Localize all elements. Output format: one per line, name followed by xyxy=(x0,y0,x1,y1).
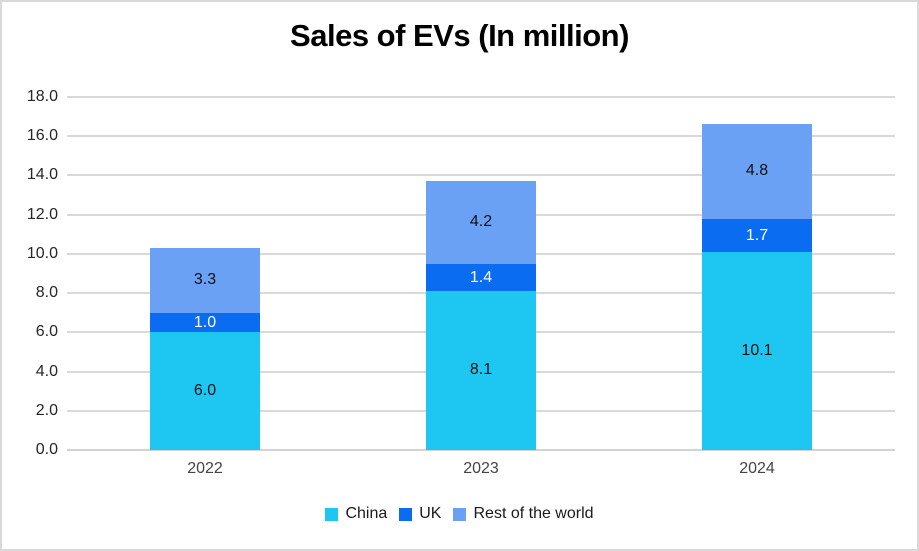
bar-value-label: 3.3 xyxy=(193,271,217,288)
y-tick-label: 0.0 xyxy=(35,441,58,458)
legend-label: Rest of the world xyxy=(473,505,594,522)
plot-area: 6.0 1.0 3.3 8.1 1.4 4.2 10.1 1.7 4.8 xyxy=(67,96,895,451)
x-tick-label: 2023 xyxy=(463,460,499,477)
bar-value-label: 1.4 xyxy=(469,268,493,286)
y-tick-label: 8.0 xyxy=(35,284,58,302)
y-tick-label: 4.0 xyxy=(35,362,58,380)
legend: China UK Rest of the world xyxy=(2,505,917,523)
legend-item: UK xyxy=(399,505,441,523)
bar-value-label: 8.1 xyxy=(469,361,493,379)
bar-segment: 3.3 xyxy=(150,248,260,313)
bar-segment: 1.0 xyxy=(150,312,260,333)
bar-value-label: 4.2 xyxy=(469,213,493,231)
legend-item: China xyxy=(325,505,387,523)
y-tick-label: 14.0 xyxy=(26,166,58,184)
bar-segment: 6.0 xyxy=(150,332,260,450)
legend-swatch-icon xyxy=(325,507,339,521)
y-tick-label: 16.0 xyxy=(26,127,58,145)
y-tick-label: 18.0 xyxy=(26,88,58,105)
y-tick-label: 12.0 xyxy=(26,205,58,223)
gridline xyxy=(67,174,895,177)
chart-title: Sales of EVs (In million) xyxy=(290,18,629,53)
bar-value-label: 1.0 xyxy=(193,313,217,331)
bar-value-label: 10.1 xyxy=(741,341,773,359)
bar-segment: 10.1 xyxy=(702,251,812,450)
legend-label: UK xyxy=(419,505,442,522)
legend-label: China xyxy=(345,505,388,522)
y-tick-label: 6.0 xyxy=(35,323,58,341)
x-tick-label: 2024 xyxy=(739,460,775,477)
bar-segment: 4.2 xyxy=(426,181,536,264)
bar-segment: 1.4 xyxy=(426,263,536,292)
gridline xyxy=(67,135,895,138)
y-tick-label: 10.0 xyxy=(26,244,58,262)
bar-value-label: 6.0 xyxy=(193,382,217,400)
x-tick-label: 2022 xyxy=(187,460,223,477)
gridline xyxy=(67,96,895,98)
bar-value-label: 1.7 xyxy=(745,226,769,244)
bar-segment: 4.8 xyxy=(702,124,812,219)
bar-segment: 1.7 xyxy=(702,218,812,252)
legend-swatch-icon xyxy=(399,507,413,521)
legend-swatch-icon xyxy=(453,507,467,521)
x-axis-line xyxy=(67,449,895,451)
y-tick-label: 2.0 xyxy=(35,401,58,419)
bar-value-label: 4.8 xyxy=(745,162,769,180)
bar-segment: 8.1 xyxy=(426,291,536,450)
legend-item: Rest of the world xyxy=(453,505,594,523)
